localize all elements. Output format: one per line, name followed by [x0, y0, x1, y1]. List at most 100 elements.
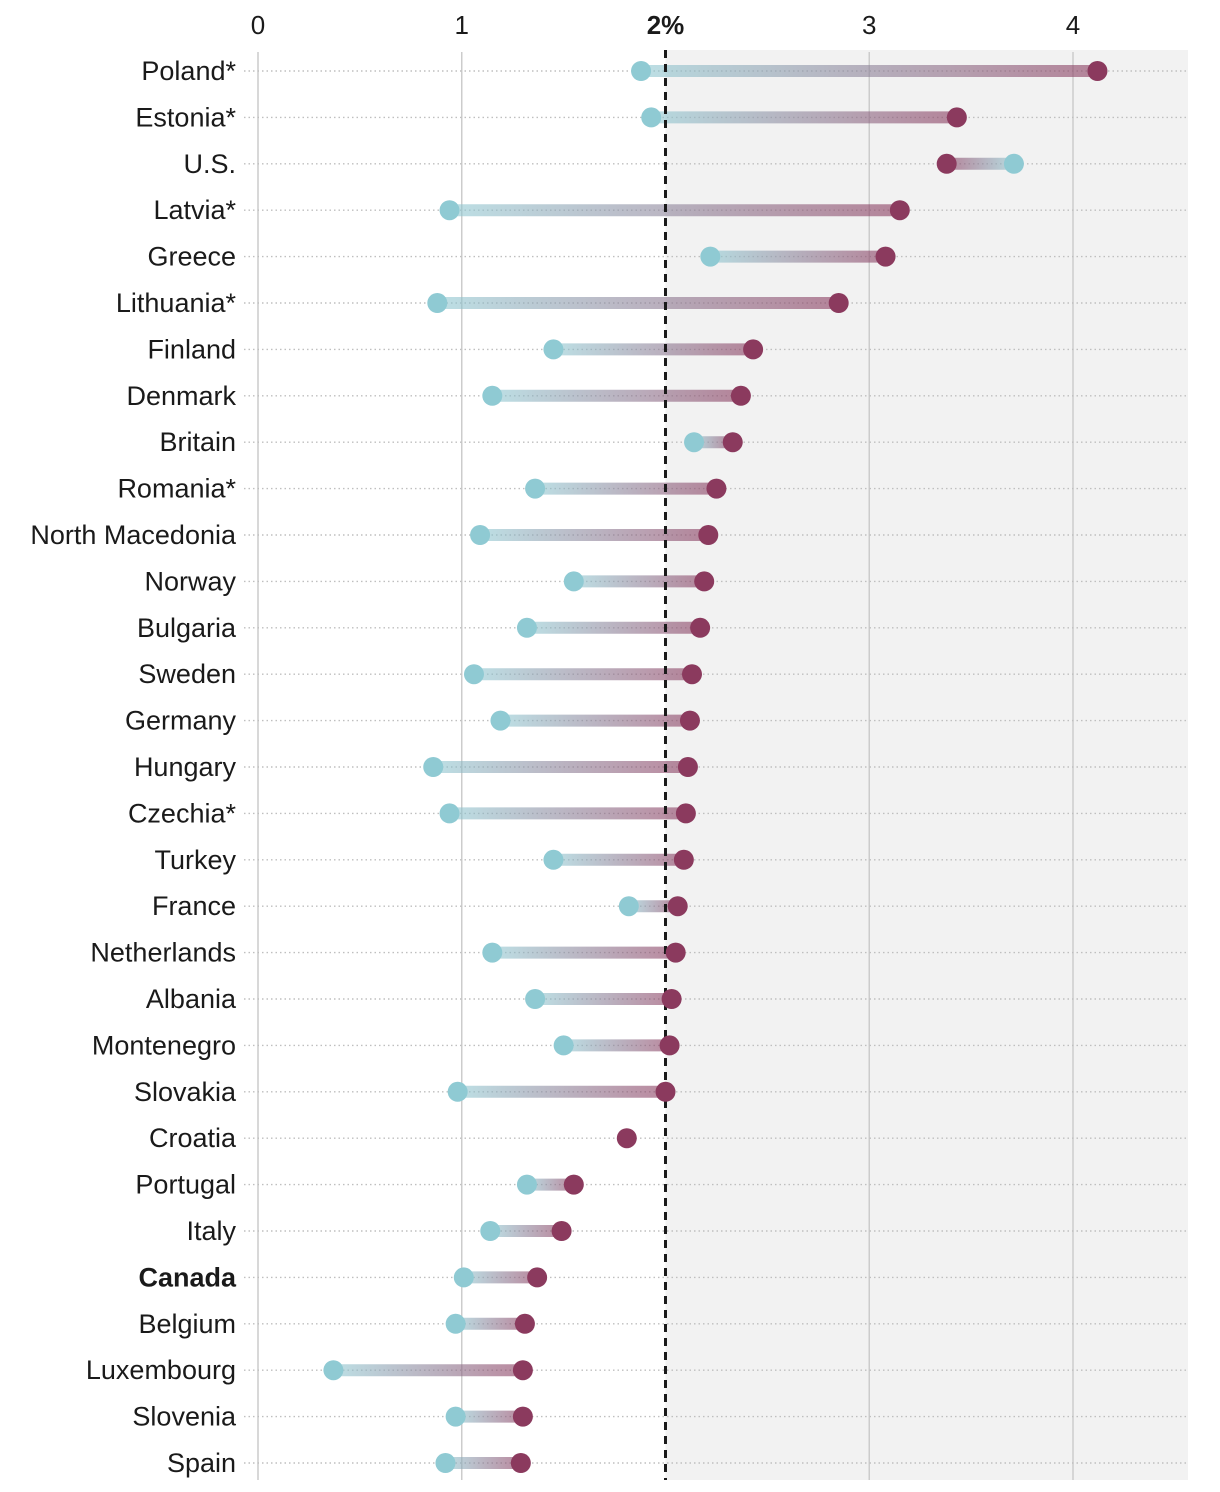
end-value-dot: [514, 1313, 535, 1334]
country-label: Spain: [167, 1448, 236, 1478]
start-value-dot: [445, 1313, 466, 1334]
x-tick-label: 1: [455, 10, 469, 40]
start-value-dot: [553, 1035, 574, 1056]
country-label: Czechia*: [128, 798, 237, 828]
start-value-dot: [323, 1360, 344, 1381]
end-value-dot: [675, 803, 696, 824]
start-value-dot: [543, 339, 564, 360]
end-value-dot: [698, 525, 719, 545]
end-value-dot: [563, 1174, 584, 1195]
country-label: Romania*: [117, 474, 236, 504]
end-value-dot: [690, 617, 711, 638]
start-value-dot: [435, 1453, 456, 1473]
start-value-dot: [543, 849, 564, 870]
end-value-dot: [551, 1221, 572, 1241]
country-label: Bulgaria: [137, 613, 237, 643]
country-label: Germany: [125, 706, 237, 736]
start-value-dot: [525, 478, 546, 499]
country-label: Poland*: [141, 56, 236, 86]
end-value-dot: [665, 942, 686, 963]
end-value-dot: [510, 1453, 531, 1473]
grid-layer: [257, 52, 1074, 1480]
x-tick-label: 0: [251, 10, 265, 40]
country-label: Sweden: [138, 659, 236, 689]
start-value-dot: [480, 1221, 501, 1241]
country-label: Greece: [147, 242, 236, 272]
end-value-dot: [616, 1128, 637, 1149]
start-value-dot: [445, 1406, 466, 1427]
start-value-dot: [618, 896, 639, 917]
start-value-dot: [427, 293, 448, 313]
end-value-dot: [946, 107, 967, 128]
country-label: Slovakia: [134, 1077, 237, 1107]
x-axis-ticks: 0 1 2% 3 4: [251, 10, 1080, 40]
end-value-dot: [667, 896, 688, 917]
end-value-dot: [673, 849, 694, 870]
start-value-dot: [563, 571, 584, 592]
end-value-dot: [743, 339, 764, 360]
country-label: Croatia: [149, 1123, 237, 1153]
above-threshold-shade: [665, 50, 1188, 1480]
start-value-dot: [631, 61, 652, 81]
country-label: Turkey: [154, 845, 236, 875]
end-value-dot: [655, 1081, 676, 1102]
end-value-dot: [512, 1360, 533, 1381]
start-value-dot: [447, 1081, 468, 1102]
end-value-dot: [889, 200, 910, 221]
rows-layer: Poland* Estonia* U.S. Latvia* Greece Lithuani…: [30, 56, 1188, 1478]
start-value-dot: [684, 432, 705, 453]
end-value-dot: [661, 989, 682, 1009]
country-label: Estonia*: [135, 102, 236, 132]
country-label: Luxembourg: [86, 1355, 236, 1385]
end-value-dot: [706, 478, 727, 499]
end-value-dot: [730, 385, 751, 406]
start-value-dot: [525, 989, 546, 1009]
country-label: Denmark: [126, 381, 236, 411]
start-value-dot: [439, 803, 460, 824]
end-value-dot: [677, 757, 698, 777]
country-label: Hungary: [134, 752, 237, 782]
country-label: Albania: [146, 984, 237, 1014]
end-value-dot: [527, 1267, 548, 1288]
dots-layer: [323, 61, 1108, 1473]
country-label: North Macedonia: [30, 520, 237, 550]
country-label: France: [152, 891, 236, 921]
start-value-dot: [423, 757, 444, 777]
country-label: Norway: [144, 566, 236, 596]
start-value-dot: [463, 664, 484, 685]
country-label: Lithuania*: [116, 288, 237, 318]
start-value-dot: [453, 1267, 474, 1288]
end-value-dot: [936, 153, 957, 174]
end-value-dot: [1087, 61, 1108, 81]
start-value-dot: [1003, 153, 1024, 174]
country-label: Latvia*: [153, 195, 236, 225]
country-label: Montenegro: [92, 1030, 236, 1060]
start-value-dot: [482, 942, 503, 963]
end-value-dot: [512, 1406, 533, 1427]
country-label: Portugal: [135, 1170, 236, 1200]
end-value-dot: [679, 710, 700, 731]
end-value-dot: [828, 293, 849, 313]
x-tick-label: 4: [1066, 10, 1080, 40]
country-label: Britain: [159, 427, 236, 457]
end-value-dot: [722, 432, 743, 453]
x-tick-label: 3: [862, 10, 876, 40]
x-tick-label: 2%: [647, 10, 685, 40]
country-label: Slovenia: [132, 1402, 237, 1432]
end-value-dot: [659, 1035, 680, 1056]
start-value-dot: [482, 385, 503, 406]
country-label: Netherlands: [90, 938, 236, 968]
start-value-dot: [439, 200, 460, 221]
end-value-dot: [694, 571, 715, 592]
country-label: U.S.: [183, 149, 236, 179]
start-value-dot: [700, 246, 721, 267]
background-layer: [665, 50, 1188, 1480]
end-value-dot: [681, 664, 702, 685]
start-value-dot: [641, 107, 662, 128]
country-label: Italy: [186, 1216, 236, 1246]
end-value-dot: [875, 246, 896, 267]
start-value-dot: [516, 1174, 537, 1195]
start-value-dot: [470, 525, 491, 545]
country-label: Finland: [147, 334, 236, 364]
